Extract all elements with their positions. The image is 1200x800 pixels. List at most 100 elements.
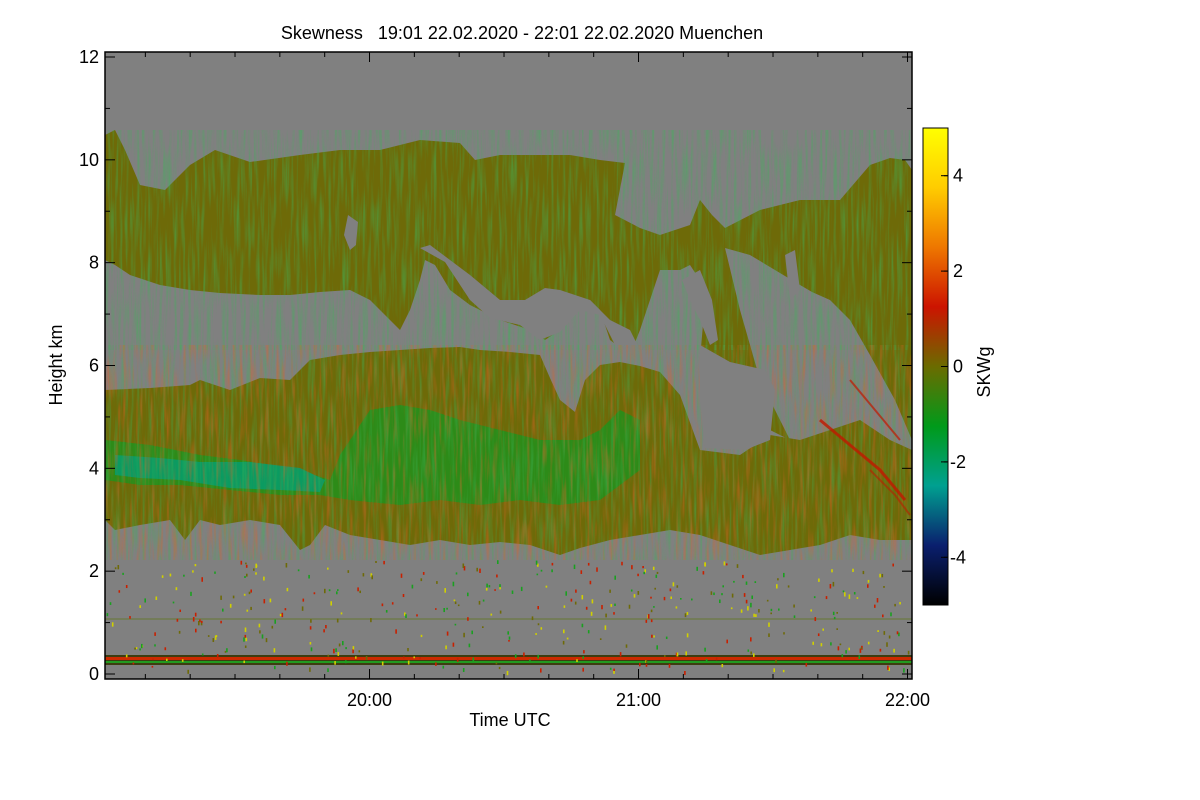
- speckle-pixel: [365, 656, 368, 661]
- speckle-pixel: [499, 584, 501, 588]
- speckle-pixel: [867, 579, 870, 583]
- speckle-pixel: [229, 603, 232, 608]
- speckle-pixel: [337, 652, 340, 656]
- speckle-pixel: [685, 651, 687, 656]
- speckle-pixel: [566, 637, 569, 640]
- speckle-pixel: [645, 619, 648, 623]
- y-axis: 0 2 4 6 8 10 12: [79, 47, 912, 684]
- speckle-pixel: [494, 589, 496, 591]
- speckle-pixel: [672, 582, 675, 587]
- speckle-pixel: [198, 621, 200, 626]
- speckle-pixel: [194, 564, 197, 567]
- speckle-pixel: [766, 599, 769, 602]
- speckle-pixel: [777, 578, 779, 581]
- speckle-pixel: [582, 667, 584, 672]
- speckle-pixel: [337, 589, 339, 591]
- speckle-pixel: [255, 563, 257, 569]
- speckle-pixel: [183, 574, 185, 577]
- speckle-pixel: [820, 643, 823, 647]
- speckle-pixel: [383, 560, 385, 565]
- x-tick-label: 22:00: [885, 690, 930, 710]
- speckle-pixel: [669, 588, 672, 592]
- speckle-pixel: [232, 595, 235, 599]
- speckle-pixel: [775, 659, 777, 664]
- speckle-pixel: [613, 668, 615, 671]
- speckle-pixel: [768, 622, 770, 627]
- speckle-pixel: [309, 642, 312, 645]
- speckle-pixel: [381, 603, 384, 607]
- speckle-pixel: [352, 648, 354, 654]
- speckle-pixel: [134, 647, 136, 650]
- speckle-pixel: [899, 602, 901, 605]
- speckle-pixel: [286, 587, 289, 592]
- speckle-pixel: [758, 609, 760, 613]
- speckle-pixel: [535, 633, 537, 635]
- plot-area: [105, 52, 912, 679]
- speckle-pixel: [776, 584, 778, 589]
- speckle-pixel: [540, 627, 543, 630]
- speckle-pixel: [753, 653, 755, 657]
- speckle-pixel: [848, 647, 850, 651]
- speckle-pixel: [243, 593, 246, 596]
- speckle-pixel: [587, 630, 590, 634]
- speckle-pixel: [686, 612, 689, 616]
- speckle-pixel: [581, 595, 584, 600]
- speckle-pixel: [896, 631, 899, 635]
- speckle-pixel: [745, 581, 748, 585]
- speckle-pixel: [650, 619, 653, 623]
- speckle-pixel: [754, 581, 757, 583]
- speckle-pixel: [187, 669, 189, 674]
- chart-title: Skewness 19:01 22.02.2020 - 22:01 22.02.…: [281, 23, 763, 43]
- y-tick-label: 8: [89, 253, 99, 273]
- speckle-pixel: [833, 616, 836, 620]
- speckle-pixel: [281, 612, 284, 618]
- speckle-pixel: [323, 629, 325, 633]
- speckle-pixel: [286, 661, 288, 666]
- speckle-pixel: [713, 592, 715, 596]
- speckle-pixel: [570, 598, 573, 602]
- speckle-pixel: [201, 577, 203, 582]
- speckle-pixel: [654, 587, 656, 590]
- speckle-pixel: [599, 638, 602, 640]
- speckle-pixel: [633, 594, 636, 598]
- speckle-pixel: [576, 659, 578, 663]
- speckle-pixel: [265, 638, 268, 643]
- speckle-pixel: [243, 637, 245, 642]
- speckle-pixel: [740, 609, 743, 613]
- speckle-pixel: [226, 648, 228, 653]
- speckle-pixel: [370, 573, 373, 577]
- speckle-pixel: [787, 585, 790, 588]
- speckle-pixel: [753, 613, 755, 617]
- speckle-pixel: [536, 573, 539, 576]
- speckle-pixel: [686, 633, 689, 638]
- speckle-pixel: [178, 630, 181, 634]
- speckle-pixel: [207, 635, 210, 637]
- speckle-pixel: [240, 560, 243, 565]
- speckle-pixel: [862, 570, 865, 575]
- speckle-pixel: [837, 646, 840, 651]
- speckle-pixel: [248, 591, 251, 595]
- speckle-pixel: [279, 613, 282, 617]
- speckle-pixel: [715, 657, 718, 661]
- speckle-pixel: [488, 585, 491, 588]
- speckle-pixel: [106, 613, 109, 617]
- speckle-pixel: [452, 642, 455, 647]
- speckle-pixel: [893, 648, 895, 653]
- speckle-pixel: [563, 629, 565, 634]
- speckle-pixel: [340, 612, 343, 615]
- speckle-pixel: [462, 563, 465, 568]
- speckle-pixel: [647, 614, 650, 619]
- speckle-pixel: [258, 623, 261, 628]
- speckle-pixel: [334, 661, 336, 665]
- speckle-pixel: [347, 570, 350, 573]
- y-tick-label: 12: [79, 47, 99, 67]
- speckle-pixel: [710, 591, 713, 595]
- speckle-pixel: [122, 572, 124, 575]
- speckle-pixel: [436, 581, 438, 584]
- speckle-pixel: [420, 634, 423, 638]
- speckle-pixel: [637, 573, 639, 577]
- speckle-pixel: [651, 634, 653, 638]
- speckle-pixel: [445, 645, 447, 650]
- speckle-pixel: [582, 656, 584, 659]
- speckle-pixel: [836, 628, 838, 630]
